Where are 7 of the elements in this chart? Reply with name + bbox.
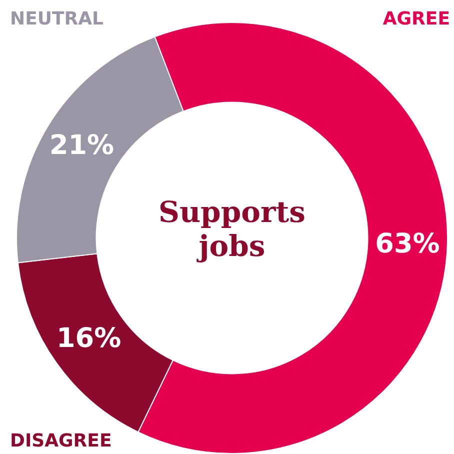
- slice-label: DISAGREE: [10, 430, 112, 452]
- text: Supports jobs: [158, 195, 306, 263]
- data-label: 63%: [375, 228, 440, 260]
- slice-label: NEUTRAL: [10, 8, 104, 30]
- data-label: 21%: [49, 130, 114, 162]
- slice-label: AGREE: [382, 8, 450, 30]
- data-label: 16%: [56, 322, 122, 354]
